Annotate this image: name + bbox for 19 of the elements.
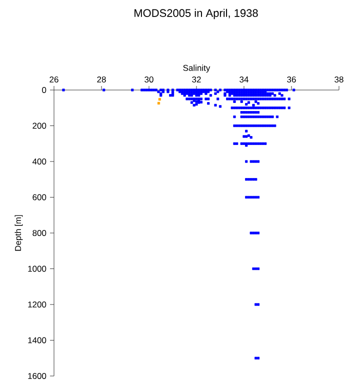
y-tick-label: 400 [32,158,46,165]
y-tick-label: 1600 [28,372,46,379]
x-tick-label: 26 [50,76,58,82]
y-tick-label: 1000 [28,266,46,272]
y-tick-label: 200 [32,122,46,129]
x-tick-label: 28 [97,76,106,82]
y-tick-label: 800 [32,230,46,236]
x-tick-label: 30 [144,76,154,82]
y-axis-title: Depth [m] [14,215,23,251]
y-tick-label: 600 [32,194,46,200]
x-tick-label: 38 [334,76,344,82]
x-tick-label: 34 [240,76,248,82]
x-axis-title: Salinity [183,64,210,73]
x-tick-label: 36 [287,76,296,82]
y-tick-label: 1400 [28,337,46,344]
y-tick-label: 0 [42,87,46,94]
chart-title: MODS2005 in April, 1938 [134,8,258,20]
x-tick-label: 32 [192,76,201,82]
y-tick-label: 1200 [28,302,46,308]
